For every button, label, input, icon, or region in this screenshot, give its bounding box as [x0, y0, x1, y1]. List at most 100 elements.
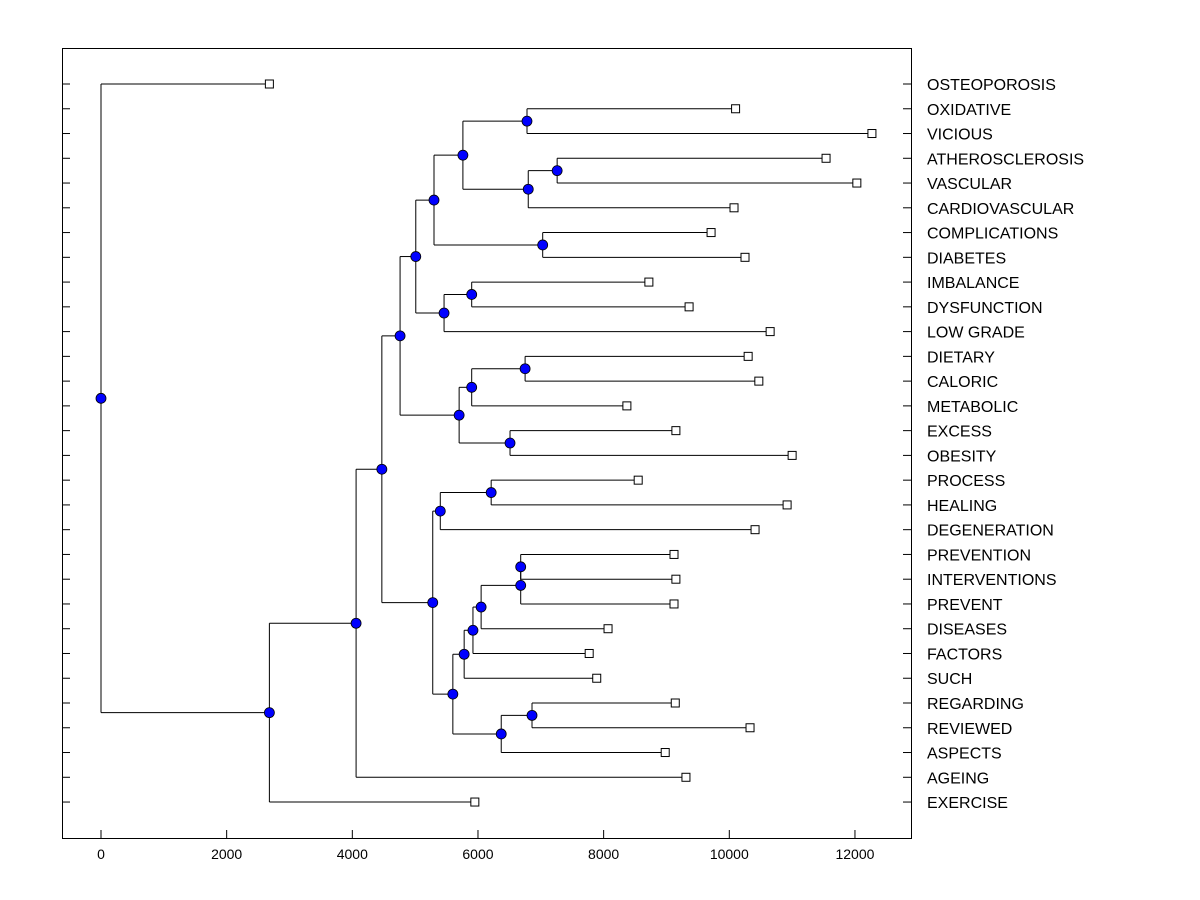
- leaf-label: EXERCISE: [927, 795, 1008, 812]
- leaf-marker: [470, 797, 480, 807]
- leaf-label: FACTORS: [927, 646, 1002, 663]
- merge-node: [515, 561, 527, 573]
- leaf-label: COMPLICATIONS: [927, 226, 1058, 243]
- leaf-marker: [264, 79, 274, 89]
- merge-node: [551, 165, 563, 177]
- x-tick-label: 10000: [710, 846, 749, 862]
- leaf-label: DISEASES: [927, 622, 1007, 639]
- merge-node: [447, 688, 459, 700]
- leaf-marker: [731, 104, 741, 114]
- leaf-marker: [821, 153, 831, 163]
- axis-ticks: 0 2000 4000 6000 8000 10000 12000: [62, 83, 911, 862]
- leaf-label: OXIDATIVE: [927, 102, 1011, 119]
- leaf-marker: [729, 203, 739, 213]
- leaf-marker: [684, 302, 694, 312]
- leaf-marker: [787, 450, 797, 460]
- merge-node: [521, 115, 533, 127]
- leaf-marker: [740, 252, 750, 262]
- x-tick-label: 2000: [211, 846, 242, 862]
- leaf-label: EXCESS: [927, 424, 992, 441]
- leaf-marker: [706, 228, 716, 238]
- leaf-label: LOW GRADE: [927, 325, 1025, 342]
- leaf-label: VASCULAR: [927, 176, 1012, 193]
- leaf-label: SUCH: [927, 671, 972, 688]
- merge-node: [458, 648, 470, 660]
- merge-node: [453, 409, 465, 421]
- dendrogram-links: [100, 83, 872, 803]
- leaf-marker: [669, 599, 679, 609]
- merge-node: [519, 363, 531, 375]
- leaf-marker: [852, 178, 862, 188]
- leaf-marker: [670, 698, 680, 708]
- leaf-label: PROCESS: [927, 473, 1005, 490]
- leaf-label: DIABETES: [927, 250, 1006, 267]
- leaf-label: CARDIOVASCULAR: [927, 201, 1074, 218]
- merge-node: [457, 149, 469, 161]
- x-tick-label: 12000: [835, 846, 874, 862]
- leaf-marker: [603, 624, 613, 634]
- merge-node: [485, 487, 497, 498]
- leaf-marker: [765, 327, 775, 337]
- leaf-label: DIETARY: [927, 349, 995, 366]
- leaf-marker: [745, 723, 755, 733]
- merge-node: [95, 392, 107, 404]
- leaf-labels: OSTEOPOROSIS OXIDATIVE VICIOUS ATHEROSCLERO…: [927, 77, 1084, 812]
- leaf-marker: [681, 772, 691, 782]
- merge-node: [438, 307, 450, 319]
- merge-node: [410, 251, 422, 262]
- x-tick-label: 0: [97, 846, 105, 862]
- merge-node: [428, 194, 440, 206]
- merge-node: [515, 579, 527, 591]
- leaf-marker: [743, 351, 753, 361]
- x-tick-label: 4000: [337, 846, 368, 862]
- leaf-marker: [660, 748, 670, 758]
- leaf-label: REGARDING: [927, 696, 1024, 713]
- leaf-label: DEGENERATION: [927, 523, 1054, 540]
- leaf-label: OBESITY: [927, 448, 997, 465]
- merge-node: [466, 289, 478, 300]
- x-tick-label: 8000: [588, 846, 619, 862]
- leaf-label: REVIEWED: [927, 721, 1012, 738]
- leaf-marker: [669, 549, 679, 559]
- leaf-label: DYSFUNCTION: [927, 300, 1043, 317]
- leaf-marker: [592, 673, 602, 683]
- leaf-marker: [754, 376, 764, 386]
- leaf-marker: [584, 648, 594, 658]
- leaf-marker: [782, 500, 792, 510]
- leaf-label: PREVENT: [927, 597, 1003, 614]
- plot-frame: [62, 48, 912, 839]
- leaf-marker: [644, 277, 654, 287]
- leaf-label: ASPECTS: [927, 746, 1002, 763]
- merge-node: [467, 624, 479, 636]
- merge-node: [526, 709, 538, 721]
- leaf-marker: [671, 426, 681, 436]
- merge-node: [537, 239, 549, 251]
- leaf-marker: [671, 574, 681, 584]
- leaf-marker: [867, 129, 877, 139]
- merge-node: [434, 505, 446, 517]
- merge-node: [263, 707, 275, 719]
- merge-node: [427, 597, 439, 609]
- leaf-label: CALORIC: [927, 374, 998, 391]
- merge-node: [504, 437, 516, 449]
- leaf-label: METABOLIC: [927, 399, 1018, 416]
- merge-node: [350, 617, 362, 629]
- merge-node: [466, 381, 478, 393]
- leaf-label: VICIOUS: [927, 127, 993, 144]
- leaf-label: ATHEROSCLEROSIS: [927, 151, 1084, 168]
- merge-node: [475, 601, 487, 613]
- leaf-label: PREVENTION: [927, 547, 1031, 564]
- leaf-marker: [633, 475, 643, 485]
- leaf-label: HEALING: [927, 498, 997, 515]
- merge-node: [376, 463, 388, 475]
- leaf-label: INTERVENTIONS: [927, 572, 1057, 589]
- leaf-label: OSTEOPOROSIS: [927, 77, 1056, 94]
- leaf-label: IMBALANCE: [927, 275, 1019, 292]
- merge-node: [522, 183, 534, 195]
- leaf-label: AGEING: [927, 770, 989, 787]
- leaf-marker: [622, 401, 632, 411]
- merge-node: [394, 330, 406, 342]
- dendrogram-nodes: [95, 79, 877, 807]
- x-tick-label: 6000: [462, 846, 493, 862]
